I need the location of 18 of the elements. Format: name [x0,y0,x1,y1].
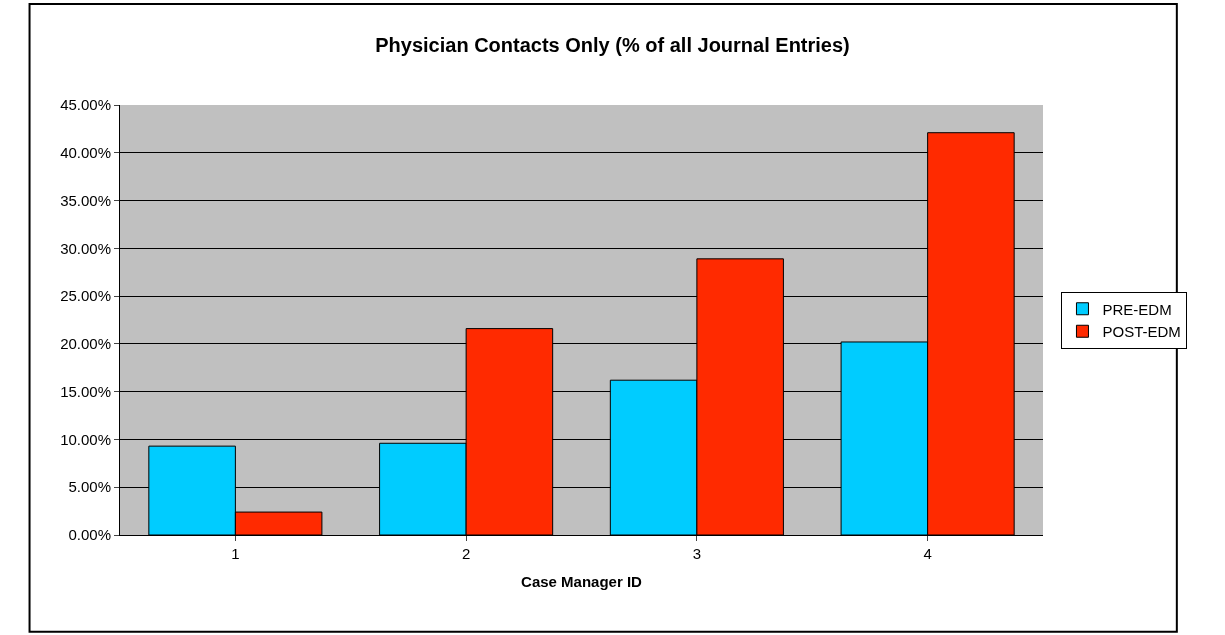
y-tick-label: 0.00% [68,526,111,544]
y-tick-label: 10.00% [60,430,111,448]
x-tick-label: 3 [692,545,702,562]
y-tick-label: 40.00% [60,144,111,162]
legend-label: PRE-EDM [1102,300,1172,318]
y-tick-label: 35.00% [60,191,111,209]
y-tick-label: 20.00% [60,335,111,353]
x-tick-label: 4 [923,545,932,562]
chart-title: Physician Contacts Only (% of all Journal Entries) [375,34,850,57]
x-tick-label: 2 [461,545,471,562]
y-tick-label: 5.00% [68,478,111,496]
x-tick-label: 1 [231,545,240,562]
y-tick-label: 45.00% [60,96,111,114]
x-axis-title: Case Manager ID [521,573,643,590]
y-tick-label: 15.00% [60,382,111,400]
legend-label: POST-EDM [1102,323,1181,341]
y-tick-label: 30.00% [60,239,111,257]
y-tick-label: 25.00% [60,287,111,305]
